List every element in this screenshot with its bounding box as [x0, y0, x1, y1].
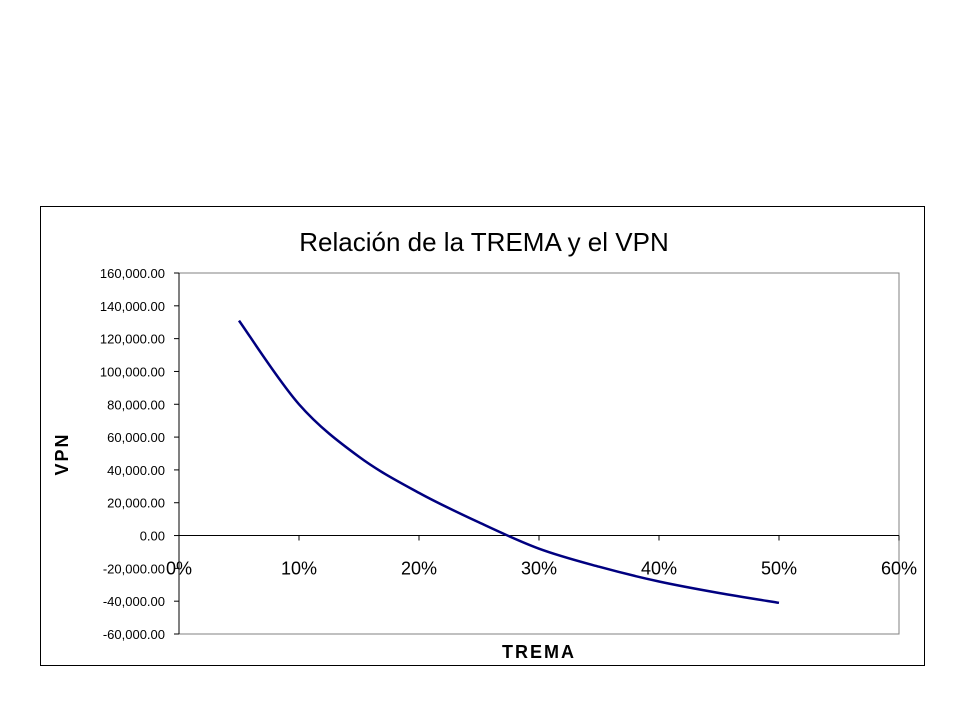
- y-tick-label: -20,000.00: [103, 561, 165, 576]
- y-tick-label: 140,000.00: [100, 299, 165, 314]
- y-tick-label: 40,000.00: [107, 463, 165, 478]
- y-tick-label: 60,000.00: [107, 430, 165, 445]
- chart-svg: Relación de la TREMA y el VPN 160,000.00…: [52, 227, 917, 662]
- x-axis: 0% 10% 20% 30% 40% 50% 60%: [166, 535, 917, 579]
- y-tick-label: -60,000.00: [103, 627, 165, 642]
- series-layer: [237, 319, 780, 605]
- series-line-vpn: [237, 319, 780, 605]
- chart-frame: Relación de la TREMA y el VPN 160,000.00…: [40, 206, 925, 666]
- y-tick-label: 160,000.00: [100, 266, 165, 281]
- x-tick-label: 50%: [761, 559, 797, 579]
- y-axis-title: VPN: [52, 432, 72, 475]
- x-tick-label: 40%: [641, 559, 677, 579]
- x-tick-label: 30%: [521, 559, 557, 579]
- x-tick-label: 0%: [166, 559, 192, 579]
- y-tick-label: -40,000.00: [103, 594, 165, 609]
- chart-title: Relación de la TREMA y el VPN: [299, 227, 668, 257]
- y-tick-label: 100,000.00: [100, 364, 165, 379]
- x-tick-label: 10%: [281, 559, 317, 579]
- y-tick-label: 80,000.00: [107, 397, 165, 412]
- y-tick-label: 120,000.00: [100, 332, 165, 347]
- plot-area: [178, 272, 900, 635]
- y-tick-label: 0.00: [140, 529, 165, 544]
- y-axis: 160,000.00 140,000.00 120,000.00 100,000.00…: [100, 266, 180, 642]
- x-tick-label: 20%: [401, 559, 437, 579]
- x-axis-title: TREMA: [502, 642, 576, 662]
- x-tick-label: 60%: [881, 559, 917, 579]
- y-tick-label: 20,000.00: [107, 496, 165, 511]
